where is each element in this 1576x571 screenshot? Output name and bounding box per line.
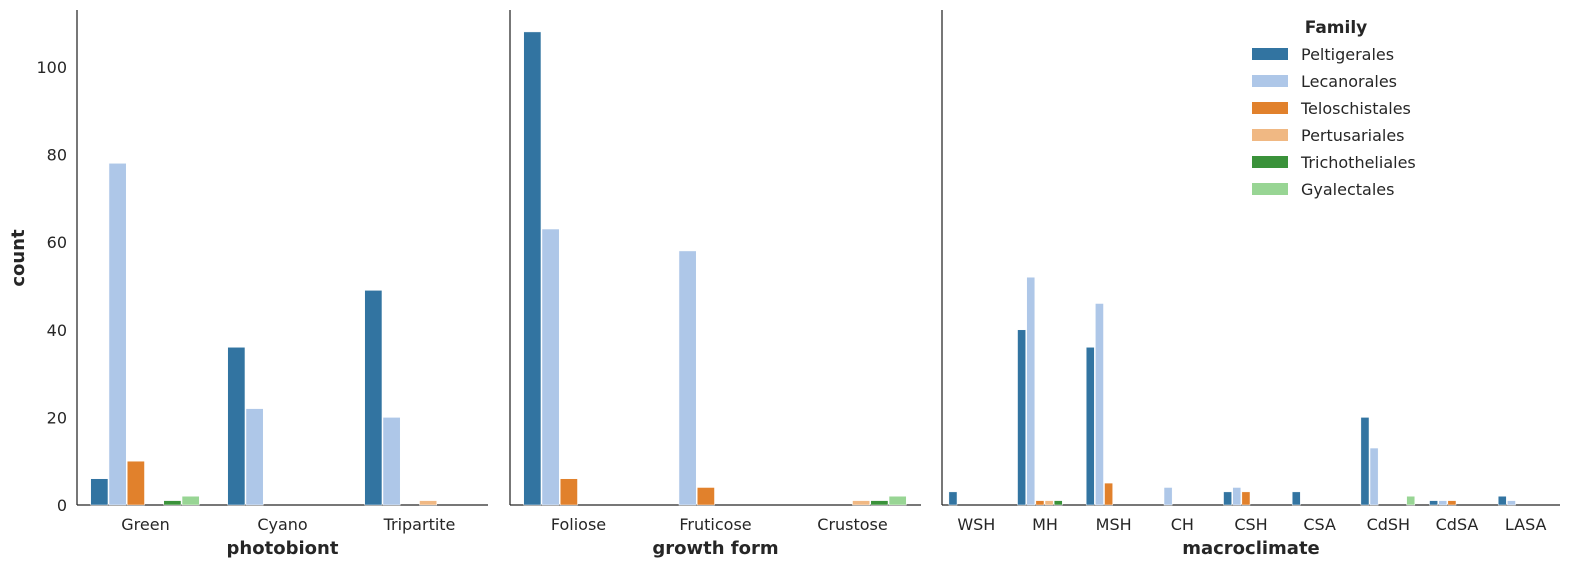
x-tick-label: CH <box>1171 515 1194 534</box>
legend-label: Lecanorales <box>1301 72 1397 91</box>
bar-lecanorales <box>1507 500 1516 506</box>
bar-teloschistales <box>1241 491 1251 506</box>
bar-peltigerales <box>90 478 109 506</box>
x-tick-label: Foliose <box>551 515 606 534</box>
bar-lecanorales <box>1369 447 1379 506</box>
x-tick-label: CSA <box>1303 515 1336 534</box>
bar-teloschistales <box>126 460 145 506</box>
bar-pertusariales <box>419 500 438 506</box>
legend-swatch <box>1252 75 1288 87</box>
bar-peltigerales <box>1360 417 1370 506</box>
bar-teloschistales <box>696 487 715 506</box>
bar-peltigerales <box>523 31 542 506</box>
x-tick-label: CdSH <box>1367 515 1411 534</box>
bar-pertusariales <box>1044 500 1054 506</box>
bar-peltigerales <box>1429 500 1438 506</box>
y-tick-label: 60 <box>47 233 67 252</box>
bar-pertusariales <box>852 500 871 506</box>
legend-label: Trichotheliales <box>1300 153 1416 172</box>
bar-teloschistales <box>1447 500 1457 506</box>
bar-lecanorales <box>1438 500 1448 506</box>
x-tick-label: CdSA <box>1436 515 1479 534</box>
x-tick-label: CSH <box>1234 515 1267 534</box>
x-tick-label: Crustose <box>817 515 887 534</box>
bar-gyalectales <box>1406 495 1416 506</box>
bar-peltigerales <box>1497 495 1507 506</box>
legend-swatch <box>1252 156 1288 168</box>
bar-peltigerales <box>1223 491 1232 506</box>
x-tick-label: MSH <box>1096 515 1132 534</box>
bar-gyalectales <box>181 495 200 506</box>
bar-gyalectales <box>888 495 907 506</box>
bar-lecanorales <box>382 417 401 506</box>
legend-label: Teloschistales <box>1300 99 1411 118</box>
legend-swatch <box>1252 102 1288 114</box>
legend-title: Family <box>1305 18 1368 38</box>
x-axis-title: growth form <box>652 538 778 559</box>
legend-label: Peltigerales <box>1301 45 1394 64</box>
legend-swatch <box>1252 48 1288 60</box>
legend-label: Pertusariales <box>1301 126 1405 145</box>
bar-lecanorales <box>245 408 264 506</box>
bar-lecanorales <box>541 228 560 506</box>
x-tick-label: WSH <box>957 515 995 534</box>
y-tick-label: 100 <box>36 58 67 77</box>
bar-teloschistales <box>1104 482 1113 506</box>
x-tick-label: MH <box>1032 515 1058 534</box>
legend-label: Gyalectales <box>1301 180 1394 199</box>
y-tick-label: 20 <box>47 408 67 427</box>
bar-trichotheliales <box>163 500 182 506</box>
bar-teloschistales <box>559 478 578 506</box>
legend-swatch <box>1252 183 1288 195</box>
legend-swatch <box>1252 129 1288 141</box>
x-tick-label: Tripartite <box>383 515 456 534</box>
bar-lecanorales <box>1163 487 1173 506</box>
bar-peltigerales <box>364 290 383 506</box>
y-tick-label: 80 <box>47 146 67 165</box>
x-tick-label: LASA <box>1505 515 1547 534</box>
bar-lecanorales <box>108 163 127 506</box>
x-tick-label: Cyano <box>257 515 307 534</box>
bar-lecanorales <box>1026 276 1036 506</box>
bar-peltigerales <box>1017 329 1026 506</box>
x-axis-title: macroclimate <box>1182 538 1320 559</box>
bar-teloschistales <box>1035 500 1045 506</box>
x-tick-label: Fruticose <box>679 515 751 534</box>
x-axis-title: photobiont <box>227 538 339 559</box>
y-tick-label: 40 <box>47 321 67 340</box>
bar-peltigerales <box>227 347 246 506</box>
bar-lecanorales <box>1232 487 1242 506</box>
bar-peltigerales <box>948 491 958 506</box>
y-tick-label: 0 <box>57 496 67 515</box>
bar-trichotheliales <box>1053 500 1063 506</box>
bar-peltigerales <box>1085 347 1095 506</box>
bar-peltigerales <box>1291 491 1301 506</box>
bar-lecanorales <box>1095 303 1104 506</box>
bar-trichotheliales <box>870 500 889 506</box>
y-axis-title: count <box>8 229 29 287</box>
bar-lecanorales <box>678 250 697 506</box>
x-tick-label: Green <box>121 515 169 534</box>
